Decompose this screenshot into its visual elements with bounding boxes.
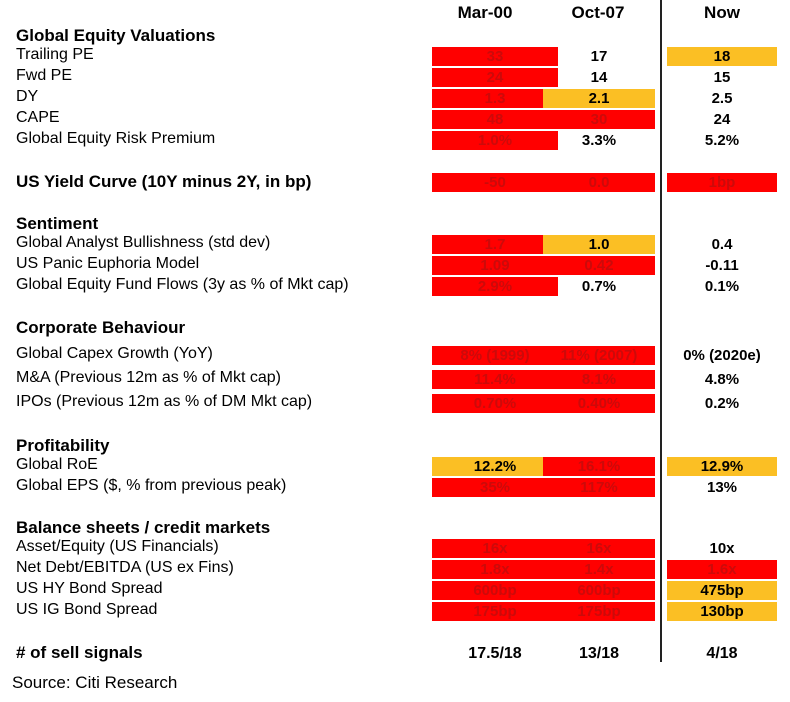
- column-divider: [660, 0, 662, 662]
- value-cell: 2.1: [543, 89, 655, 108]
- value-cell: 10x: [709, 540, 735, 557]
- value-cell: 1.3: [432, 89, 558, 108]
- summary-value: 17.5/18: [468, 645, 522, 662]
- value-cell: 11% (2007): [543, 346, 655, 365]
- value-cell: 3.3%: [581, 132, 617, 149]
- column-header: Oct-07: [571, 3, 625, 22]
- row-label: Global Analyst Bullishness (std dev): [16, 234, 271, 251]
- row-label: Fwd PE: [16, 67, 73, 84]
- value-cell: 0.42: [543, 256, 655, 275]
- value-cell: 0% (2020e): [683, 347, 761, 364]
- row-label: Global Capex Growth (YoY): [16, 345, 213, 362]
- summary-label: # of sell signals: [16, 643, 143, 662]
- value-cell: 0.2%: [704, 395, 740, 412]
- value-cell: 2.5: [711, 90, 733, 107]
- section-title: Profitability: [16, 436, 110, 455]
- value-cell: 0.40%: [543, 394, 655, 413]
- value-cell: 0.70%: [432, 394, 558, 413]
- summary-value: 13/18: [578, 645, 620, 662]
- value-cell: 8.1%: [543, 370, 655, 389]
- row-label: CAPE: [16, 109, 60, 126]
- value-cell: 30: [543, 110, 655, 129]
- value-cell: 18: [667, 47, 777, 66]
- value-cell: 12.2%: [432, 457, 558, 476]
- section-title: US Yield Curve (10Y minus 2Y, in bp): [16, 172, 312, 191]
- value-cell: 1.09: [432, 256, 558, 275]
- value-cell: 1.0: [543, 235, 655, 254]
- value-cell: 1bp: [667, 173, 777, 192]
- value-cell: 4.8%: [704, 371, 740, 388]
- value-cell: 5.2%: [704, 132, 740, 149]
- value-cell: 16.1%: [543, 457, 655, 476]
- summary-value: 4/18: [706, 645, 738, 662]
- source-note: Source: Citi Research: [12, 673, 178, 692]
- value-cell: 17: [590, 48, 608, 65]
- value-cell: 16x: [543, 539, 655, 558]
- row-label: Asset/Equity (US Financials): [16, 538, 219, 555]
- value-cell: 475bp: [667, 581, 777, 600]
- value-cell: 0.1%: [704, 278, 740, 295]
- value-cell: 1.6x: [667, 560, 777, 579]
- row-label: M&A (Previous 12m as % of Mkt cap): [16, 369, 281, 386]
- value-cell: 2.9%: [432, 277, 558, 296]
- value-cell: 33: [432, 47, 558, 66]
- value-cell: 16x: [432, 539, 558, 558]
- value-cell: 130bp: [667, 602, 777, 621]
- value-cell: 15: [713, 69, 731, 86]
- row-label: Global Equity Risk Premium: [16, 130, 216, 147]
- value-cell: 175bp: [432, 602, 558, 621]
- value-cell: 35%: [432, 478, 558, 497]
- value-cell: 600bp: [543, 581, 655, 600]
- row-label: US HY Bond Spread: [16, 580, 163, 597]
- value-cell: 12.9%: [667, 457, 777, 476]
- value-cell: -0.11: [705, 257, 739, 274]
- value-cell: 0.0: [543, 173, 655, 192]
- section-title: Global Equity Valuations: [16, 26, 216, 45]
- value-cell: 1.8x: [432, 560, 558, 579]
- row-label: IPOs (Previous 12m as % of DM Mkt cap): [16, 393, 313, 410]
- value-cell: 117%: [543, 478, 655, 497]
- value-cell: 1.0%: [432, 131, 558, 150]
- value-cell: 600bp: [432, 581, 558, 600]
- value-cell: 24: [432, 68, 558, 87]
- row-label: US Panic Euphoria Model: [16, 255, 200, 272]
- row-label: DY: [16, 88, 39, 105]
- value-cell: 13%: [706, 479, 738, 496]
- value-cell: 8% (1999): [432, 346, 558, 365]
- value-cell: 48: [432, 110, 558, 129]
- value-cell: 24: [713, 111, 731, 128]
- row-label: Net Debt/EBITDA (US ex Fins): [16, 559, 234, 576]
- value-cell: -50: [432, 173, 558, 192]
- section-title: Sentiment: [16, 214, 99, 233]
- value-cell: 0.4: [711, 236, 733, 253]
- value-cell: 0.7%: [581, 278, 617, 295]
- row-label: Global EPS ($, % from previous peak): [16, 477, 287, 494]
- value-cell: 175bp: [543, 602, 655, 621]
- value-cell: 1.7: [432, 235, 558, 254]
- section-title: Corporate Behaviour: [16, 318, 186, 337]
- column-header: Now: [704, 3, 740, 22]
- row-label: US IG Bond Spread: [16, 601, 158, 618]
- row-label: Global RoE: [16, 456, 98, 473]
- row-label: Trailing PE: [16, 46, 94, 63]
- column-header: Mar-00: [457, 3, 513, 22]
- section-title: Balance sheets / credit markets: [16, 518, 271, 537]
- value-cell: 14: [590, 69, 608, 86]
- value-cell: 11.4%: [432, 370, 558, 389]
- value-cell: 1.4x: [543, 560, 655, 579]
- row-label: Global Equity Fund Flows (3y as % of Mkt…: [16, 276, 349, 293]
